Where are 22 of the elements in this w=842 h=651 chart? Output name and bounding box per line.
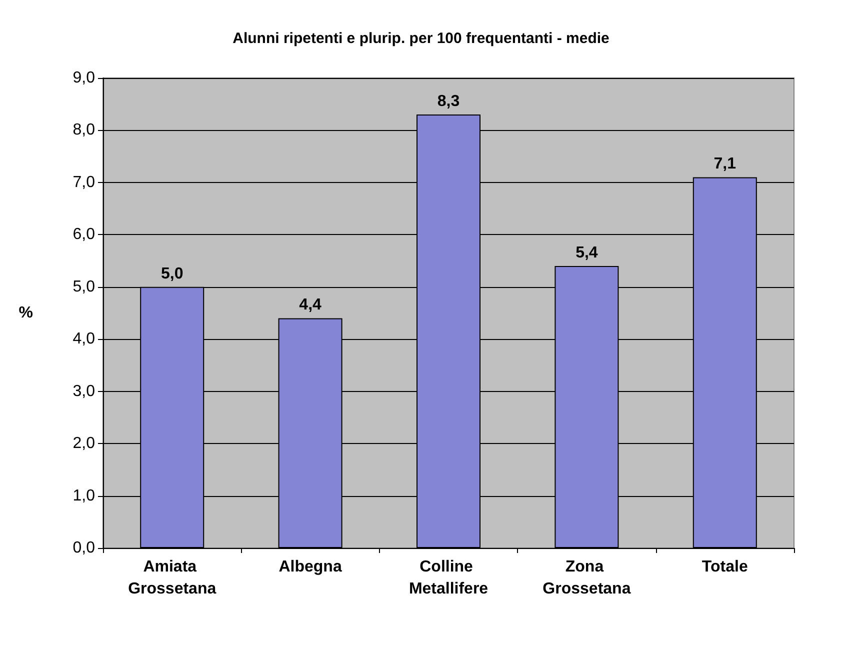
- x-tick-label: Amiata Grossetana: [128, 558, 216, 598]
- x-tick-label: Zona Grossetana: [542, 558, 631, 598]
- x-tick-label: Colline Metallifere: [408, 558, 488, 598]
- data-label: 7,1: [714, 156, 736, 173]
- chart-title: Alunni ripetenti e plurip. per 100 frequentanti - medie: [232, 30, 610, 47]
- data-label: 5,4: [576, 244, 598, 262]
- y-tick-label: 2,0: [72, 435, 96, 452]
- y-tick-label: 3,0: [72, 382, 96, 400]
- y-tick-label: 8,0: [72, 122, 96, 139]
- x-tick-label: Totale: [702, 558, 748, 576]
- y-tick-label: 9,0: [72, 70, 96, 86]
- y-tick-label: 0,0: [72, 540, 96, 556]
- y-tick-label: 7,0: [72, 174, 96, 191]
- y-tick-label: 6,0: [72, 226, 96, 244]
- data-label: 8,3: [437, 93, 460, 110]
- y-tick-label: 4,0: [72, 330, 96, 348]
- data-label: 4,4: [299, 296, 322, 314]
- y-tick-label: 1,0: [72, 487, 96, 504]
- y-axis-title: %: [18, 304, 33, 322]
- x-tick-label: Albegna: [278, 558, 342, 576]
- y-tick-label: 5,0: [72, 278, 96, 296]
- data-label: 5,0: [160, 265, 184, 282]
